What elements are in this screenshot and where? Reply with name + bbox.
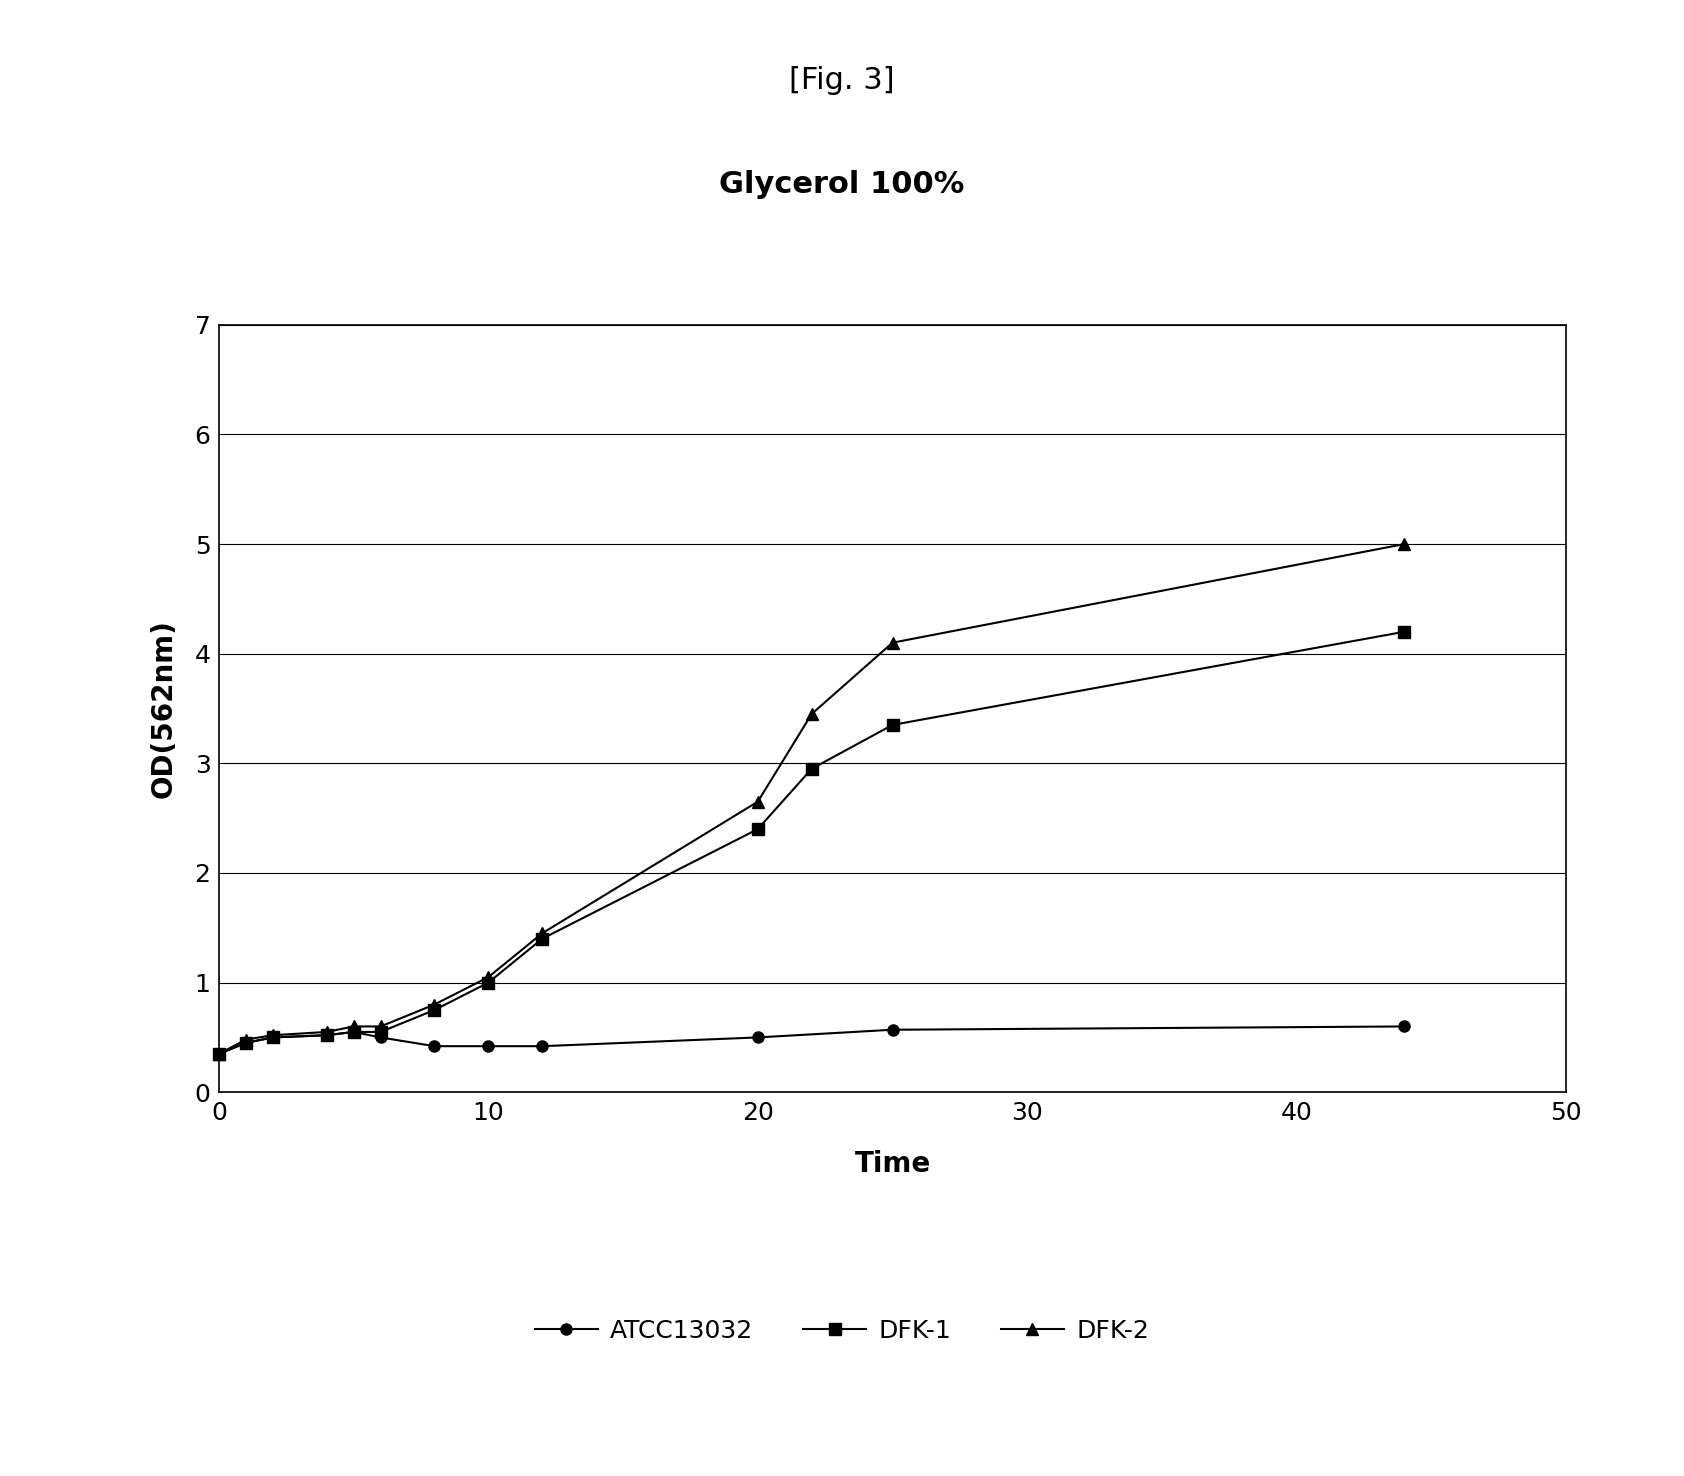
DFK-2	[344, 1017, 364, 1035]
DFK-2	[236, 1030, 256, 1048]
ATCC13032	[209, 1045, 229, 1063]
DFK-2	[532, 924, 552, 942]
Y-axis label: OD(562nm): OD(562nm)	[150, 618, 179, 799]
DFK-2	[209, 1045, 229, 1063]
DFK-2	[478, 968, 498, 986]
Text: [Fig. 3]: [Fig. 3]	[790, 66, 894, 96]
DFK-1	[209, 1045, 229, 1063]
ATCC13032	[882, 1021, 903, 1039]
ATCC13032	[370, 1029, 391, 1046]
DFK-1	[802, 760, 822, 778]
DFK-1	[236, 1035, 256, 1052]
DFK-1	[748, 821, 768, 838]
DFK-1	[344, 1023, 364, 1041]
Legend: ATCC13032, DFK-1, DFK-2: ATCC13032, DFK-1, DFK-2	[525, 1309, 1159, 1353]
DFK-2	[317, 1023, 337, 1041]
Line: ATCC13032: ATCC13032	[214, 1021, 1410, 1060]
DFK-2	[1394, 536, 1415, 554]
DFK-2	[424, 996, 445, 1014]
DFK-2	[370, 1017, 391, 1035]
DFK-2	[802, 706, 822, 723]
DFK-1	[882, 716, 903, 734]
ATCC13032	[344, 1023, 364, 1041]
Text: Glycerol 100%: Glycerol 100%	[719, 170, 965, 199]
DFK-2	[748, 793, 768, 810]
DFK-1	[532, 930, 552, 948]
ATCC13032	[748, 1029, 768, 1046]
Line: DFK-2: DFK-2	[214, 539, 1410, 1060]
DFK-1	[424, 1001, 445, 1018]
ATCC13032	[478, 1038, 498, 1055]
ATCC13032	[532, 1038, 552, 1055]
ATCC13032	[236, 1035, 256, 1052]
ATCC13032	[263, 1029, 283, 1046]
DFK-1	[370, 1023, 391, 1041]
Line: DFK-1: DFK-1	[214, 626, 1410, 1060]
ATCC13032	[317, 1026, 337, 1044]
DFK-1	[1394, 623, 1415, 641]
DFK-1	[263, 1029, 283, 1046]
DFK-1	[478, 974, 498, 992]
DFK-2	[882, 633, 903, 651]
X-axis label: Time: Time	[854, 1150, 931, 1178]
ATCC13032	[424, 1038, 445, 1055]
ATCC13032	[1394, 1017, 1415, 1035]
DFK-2	[263, 1026, 283, 1044]
DFK-1	[317, 1026, 337, 1044]
